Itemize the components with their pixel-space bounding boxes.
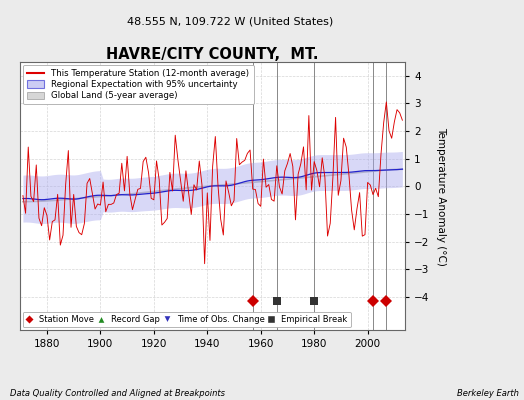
Text: 48.555 N, 109.722 W (United States): 48.555 N, 109.722 W (United States) <box>127 16 334 26</box>
Text: Berkeley Earth: Berkeley Earth <box>457 389 519 398</box>
Title: HAVRE/CITY COUNTY,  MT.: HAVRE/CITY COUNTY, MT. <box>106 47 319 62</box>
Y-axis label: Temperature Anomaly (°C): Temperature Anomaly (°C) <box>436 126 446 266</box>
Text: Data Quality Controlled and Aligned at Breakpoints: Data Quality Controlled and Aligned at B… <box>10 389 225 398</box>
Legend: Station Move, Record Gap, Time of Obs. Change, Empirical Break: Station Move, Record Gap, Time of Obs. C… <box>23 312 351 328</box>
